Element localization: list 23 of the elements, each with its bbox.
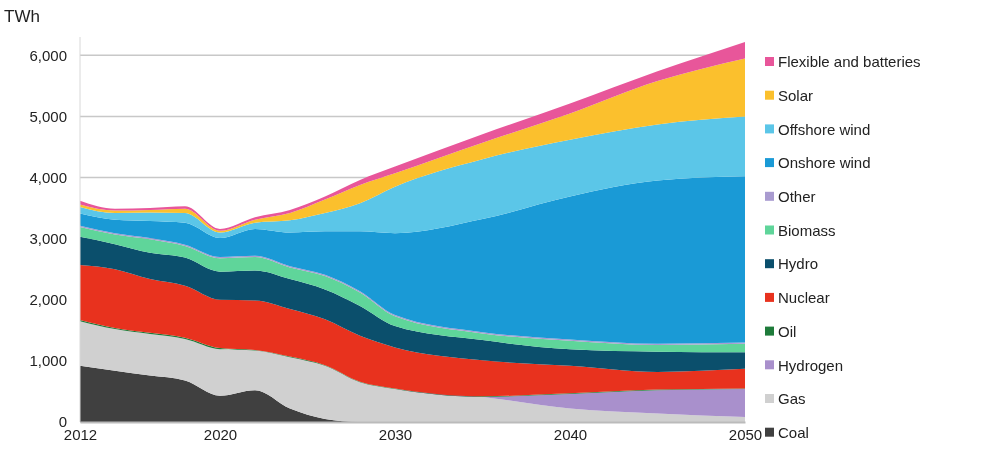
legend-label: Coal — [778, 423, 809, 441]
legend-label: Biomass — [778, 221, 836, 239]
y-tick-label: 2,000 — [29, 291, 67, 309]
legend-label: Other — [778, 188, 816, 206]
y-axis-title: TWh — [4, 7, 40, 26]
legend-label: Nuclear — [778, 289, 830, 307]
legend-label: Oil — [778, 322, 797, 340]
legend-label: Flexible and batteries — [778, 53, 921, 71]
legend-label: Solar — [778, 86, 814, 104]
legend-label: Offshore wind — [778, 120, 871, 138]
y-tick-label: 3,000 — [29, 229, 67, 247]
legend-label: Gas — [778, 390, 806, 408]
y-tick-label: 1,000 — [29, 352, 67, 370]
y-tick-label: 4,000 — [29, 168, 67, 186]
legend-label: Onshore wind — [778, 154, 871, 172]
x-tick-label: 2050 — [728, 426, 763, 443]
x-tick-label: 2040 — [553, 426, 588, 443]
y-tick-label: 6,000 — [29, 46, 67, 64]
legend-label: Hydrogen — [778, 356, 844, 374]
x-tick-label: 2020 — [203, 426, 238, 443]
y-tick-label: 5,000 — [29, 107, 67, 125]
legend-label: Hydro — [778, 255, 819, 273]
x-tick-label: 2030 — [378, 426, 413, 443]
